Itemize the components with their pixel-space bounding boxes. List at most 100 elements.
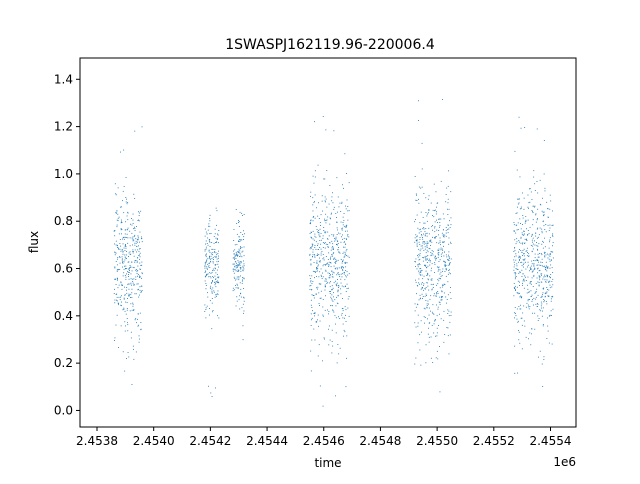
data-point <box>432 209 434 211</box>
data-point <box>329 282 331 284</box>
data-point <box>338 251 340 253</box>
data-point <box>334 299 336 301</box>
data-point <box>205 243 206 245</box>
data-point <box>122 238 123 240</box>
data-point <box>524 233 525 235</box>
data-point <box>314 313 316 314</box>
data-point <box>126 198 127 200</box>
data-point <box>139 286 141 288</box>
data-point <box>328 344 330 346</box>
data-point <box>138 324 139 326</box>
data-point <box>526 250 528 252</box>
data-point <box>310 191 312 193</box>
data-point <box>136 273 138 274</box>
data-point <box>339 276 341 277</box>
data-point <box>429 241 431 243</box>
data-point <box>317 355 319 357</box>
data-point <box>240 255 242 257</box>
data-point <box>139 248 141 250</box>
data-point <box>440 247 442 249</box>
data-point <box>444 284 446 285</box>
data-point <box>138 219 139 221</box>
data-point <box>542 310 543 312</box>
data-point <box>437 222 438 223</box>
data-point <box>344 279 346 281</box>
data-point <box>322 258 324 260</box>
data-point <box>335 213 337 214</box>
data-point <box>532 241 533 243</box>
data-point <box>218 242 219 244</box>
data-point <box>544 293 546 295</box>
data-point <box>310 236 312 238</box>
data-point <box>209 257 210 259</box>
data-point <box>448 228 450 230</box>
data-point <box>417 342 419 344</box>
data-point <box>421 142 423 144</box>
data-point <box>536 128 538 130</box>
data-point <box>420 231 422 233</box>
data-point <box>427 258 428 260</box>
data-point <box>531 333 532 335</box>
data-point <box>232 257 234 259</box>
data-point <box>233 229 235 230</box>
data-point <box>344 262 346 264</box>
data-point <box>215 294 217 296</box>
data-point <box>239 256 240 257</box>
data-point <box>317 319 318 321</box>
data-point <box>426 241 428 243</box>
data-point <box>528 308 530 310</box>
data-point <box>233 253 235 255</box>
data-point <box>336 268 338 270</box>
data-point <box>121 288 123 290</box>
data-point <box>537 259 538 261</box>
data-point <box>123 297 125 299</box>
data-point <box>124 275 126 276</box>
data-point <box>514 150 516 152</box>
data-point <box>527 219 529 221</box>
data-point <box>345 250 347 252</box>
data-point <box>205 261 207 263</box>
data-point <box>125 201 127 203</box>
data-point <box>135 279 137 280</box>
data-point <box>425 252 427 254</box>
data-point <box>237 265 239 267</box>
data-point <box>430 310 431 312</box>
data-point <box>232 290 234 292</box>
data-point <box>128 272 130 273</box>
data-point <box>520 304 521 306</box>
data-point <box>346 225 347 227</box>
data-point <box>120 245 121 247</box>
data-point <box>205 256 207 258</box>
data-point <box>327 246 329 247</box>
data-point <box>427 242 429 244</box>
data-point <box>541 274 542 276</box>
data-point <box>119 256 121 257</box>
data-point <box>422 241 424 243</box>
data-point <box>525 276 526 278</box>
data-point <box>243 236 245 238</box>
data-point <box>312 249 314 251</box>
data-point <box>339 347 341 349</box>
data-point <box>323 259 325 261</box>
data-point <box>531 233 533 235</box>
data-point <box>530 281 532 282</box>
data-point <box>335 259 337 260</box>
data-point <box>314 245 316 246</box>
data-point <box>210 233 212 234</box>
data-point <box>236 253 237 255</box>
data-point <box>331 298 333 300</box>
data-point <box>335 283 337 285</box>
data-point <box>127 324 129 326</box>
data-point <box>123 149 125 151</box>
data-point <box>543 241 544 243</box>
data-point <box>346 173 347 174</box>
data-point <box>517 292 519 294</box>
x-tick-label: 2.4550 <box>416 434 458 448</box>
data-point <box>432 362 434 363</box>
data-point <box>312 244 314 245</box>
data-point <box>141 241 143 243</box>
data-point <box>334 315 336 317</box>
data-point <box>515 213 517 214</box>
data-point <box>123 307 125 309</box>
data-point <box>330 256 331 258</box>
